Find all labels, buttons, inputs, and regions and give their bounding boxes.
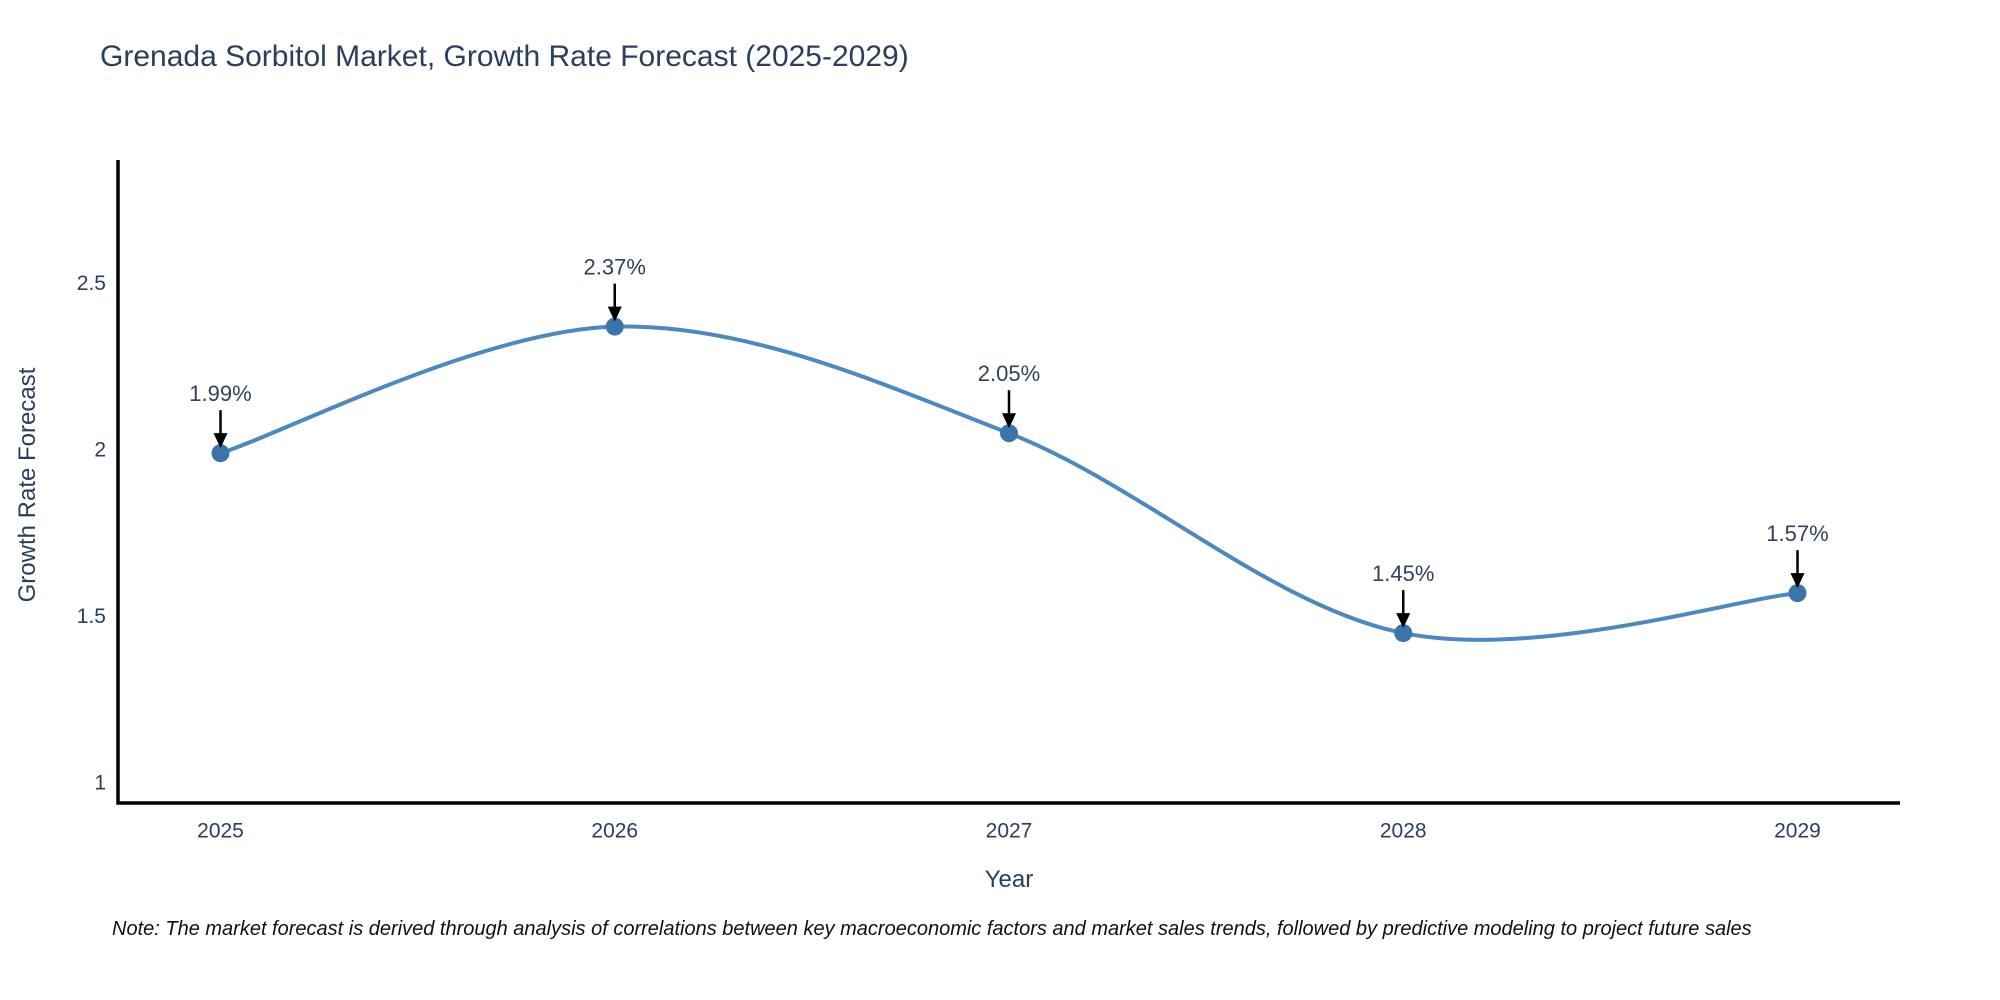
annotation-arrowhead [1002,413,1016,429]
x-axis-title: Year [984,866,1034,893]
chart-title: Grenada Sorbitol Market, Growth Rate For… [100,40,909,73]
axis-lines [116,160,1900,805]
data-point [1394,624,1413,643]
x-tick-label: 2027 [986,820,1033,843]
x-tick-label: 2025 [197,820,244,843]
annotation-arrowhead [1396,613,1411,629]
data-point-label: 2.05% [978,361,1040,386]
x-tick-label: 2029 [1774,820,1821,843]
data-point-label: 1.99% [189,381,251,406]
y-tick-label: 2 [94,438,106,461]
data-point [1788,584,1807,603]
annotation-arrowhead [607,306,622,322]
annotation-arrowhead [213,433,228,449]
footnote: Note: The market forecast is derived thr… [112,918,1752,940]
data-point-label: 1.57% [1766,521,1828,546]
data-point [1000,424,1018,443]
x-tick-label: 2028 [1380,820,1427,843]
x-tick-label: 2026 [591,820,638,843]
y-tick-label: 1 [94,772,106,795]
annotation-arrowhead [1790,573,1805,589]
y-tick-label: 1.5 [77,605,106,628]
data-point-label: 2.37% [584,255,646,280]
data-point-label: 1.45% [1372,561,1434,586]
y-tick-label: 2.5 [77,272,106,295]
data-point [605,317,624,336]
data-point [211,444,230,463]
